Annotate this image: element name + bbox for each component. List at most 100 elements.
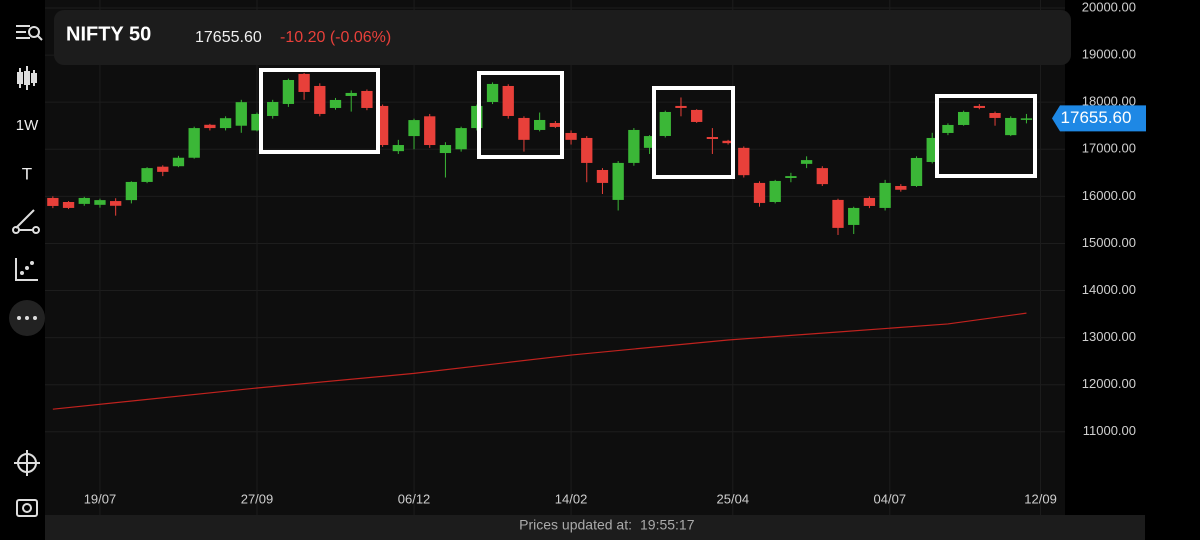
candle-body	[78, 197, 90, 204]
x-tick-label: 04/07	[874, 491, 907, 506]
y-tick-label: 15000.00	[1082, 235, 1136, 250]
candle-body	[581, 137, 593, 163]
candle-body	[424, 116, 436, 146]
toolbar	[9, 25, 45, 517]
candle-body	[973, 105, 985, 108]
candle-body	[361, 90, 373, 108]
candle-body	[565, 132, 577, 140]
x-tick-label: 06/12	[398, 491, 431, 506]
y-tick-label: 18000.00	[1082, 94, 1136, 109]
more-button[interactable]	[9, 300, 45, 336]
plot-area	[45, 0, 1065, 515]
candle-body	[408, 120, 420, 137]
last-price: 17655.60	[195, 29, 262, 46]
header-bar	[54, 10, 1071, 65]
candle-body	[753, 182, 766, 203]
candle-body	[549, 122, 562, 127]
draw-button[interactable]	[12, 209, 40, 234]
box	[259, 68, 380, 154]
candle-body	[691, 109, 703, 122]
candle-body	[345, 92, 357, 96]
y-tick-label: 12000.00	[1082, 376, 1136, 391]
candle-body	[879, 182, 891, 208]
candle-body	[141, 168, 153, 182]
candle-body	[219, 118, 232, 129]
footer-label: Prices updated at:	[519, 517, 632, 533]
candle-body	[282, 79, 295, 104]
candle-body	[204, 124, 216, 129]
y-tick-label: 17000.00	[1082, 141, 1136, 156]
candle-body	[706, 137, 719, 139]
candle-body	[62, 202, 75, 208]
candle-body	[314, 85, 326, 114]
candle-body	[643, 136, 656, 148]
candle-body	[910, 157, 923, 186]
x-tick-label: 12/09	[1024, 491, 1057, 506]
candle-body	[800, 160, 813, 164]
y-tick-label: 13000.00	[1082, 329, 1136, 344]
candle-body	[722, 140, 734, 144]
crosshair-button[interactable]	[14, 450, 40, 476]
candle-body	[628, 129, 640, 163]
candle-body	[172, 157, 185, 167]
candle-body	[267, 101, 279, 116]
candle-body	[329, 99, 342, 108]
chart-type-button[interactable]	[17, 66, 37, 90]
candle-body	[832, 199, 844, 228]
candle-body	[1005, 117, 1017, 136]
candle-body	[926, 137, 938, 162]
last-price-tag-label: 17655.60	[1061, 108, 1132, 127]
candle-body	[298, 73, 310, 92]
candle-body	[738, 147, 750, 176]
candle-body	[769, 180, 781, 203]
y-tick-label: 16000.00	[1082, 188, 1136, 203]
y-tick-label: 11000.00	[1083, 423, 1136, 438]
footer-time: 19:55:17	[640, 517, 695, 533]
x-tick-label: 25/04	[717, 491, 750, 506]
candle-body	[942, 124, 954, 133]
y-tick-label: 14000.00	[1082, 282, 1136, 297]
candle-body	[863, 197, 876, 206]
candle-body	[816, 168, 828, 185]
box	[652, 86, 735, 179]
footer-bar	[45, 515, 1145, 540]
candle-body	[596, 169, 609, 183]
candle-body	[675, 105, 687, 108]
candle-body	[785, 176, 797, 178]
indicators-button[interactable]	[15, 258, 38, 281]
candle-body	[957, 111, 970, 125]
interval-button[interactable]: 1W	[16, 117, 39, 134]
candle-body	[659, 111, 671, 136]
price-change: -10.20 (-0.06%)	[280, 29, 391, 46]
candle-body	[251, 113, 263, 131]
candle-body	[439, 145, 452, 154]
x-tick-label: 14/02	[555, 491, 588, 506]
candle-body	[895, 185, 907, 190]
candle-body	[47, 197, 59, 206]
text-tool-button[interactable]: T	[22, 164, 32, 183]
candle-body	[518, 117, 530, 140]
symbol[interactable]: NIFTY 50	[66, 23, 151, 45]
candle-body	[989, 113, 1001, 118]
search-button[interactable]	[16, 25, 43, 41]
candle-body	[1020, 118, 1033, 120]
y-tick-label: 19000.00	[1082, 47, 1136, 62]
candle-body	[235, 102, 247, 126]
candle-body	[455, 128, 467, 150]
screenshot-button[interactable]	[16, 499, 38, 517]
candle-body	[486, 83, 499, 102]
box	[935, 94, 1037, 178]
y-tick-label: 20000.00	[1082, 0, 1136, 14]
candle-body	[848, 207, 860, 225]
candle-body	[502, 85, 514, 116]
candle-body	[392, 145, 404, 152]
candles	[47, 72, 1033, 410]
candle-body	[533, 119, 546, 130]
x-tick-label: 27/09	[241, 491, 274, 506]
candle-body	[125, 181, 138, 201]
moving-average	[52, 312, 1027, 410]
candle-body	[110, 201, 122, 206]
candle-body	[376, 105, 389, 146]
